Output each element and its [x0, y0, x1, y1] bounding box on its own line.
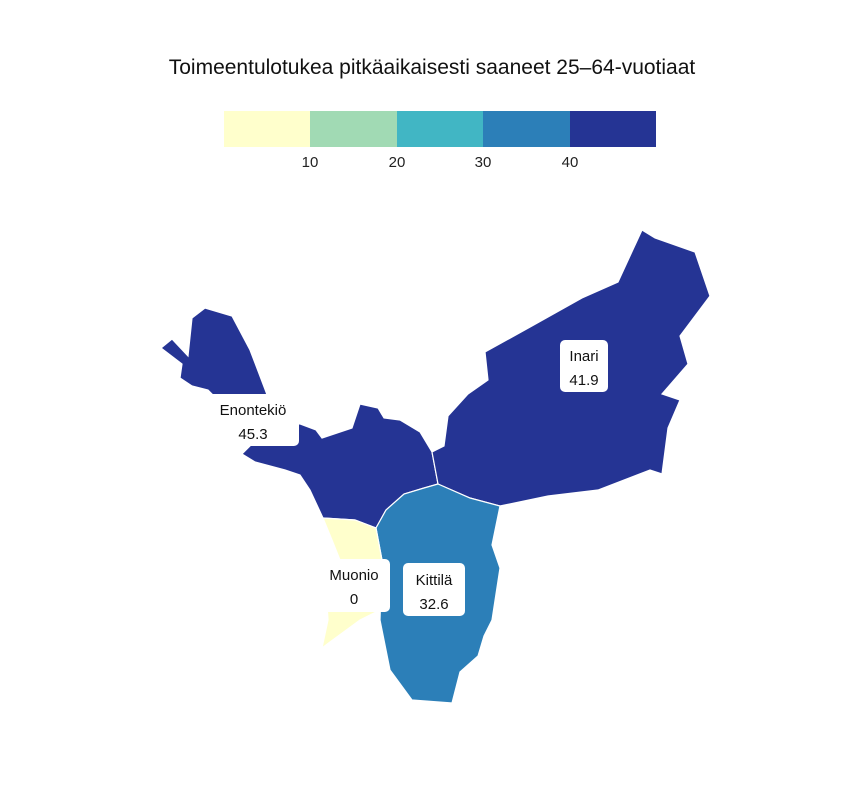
label-kittila-name: Kittilä [416, 572, 453, 589]
label-enontekio-value: 45.3 [238, 426, 267, 443]
label-muonio-name: Muonio [329, 567, 378, 584]
legend-swatch-1 [224, 111, 311, 147]
legend-swatch-4 [483, 111, 570, 147]
label-muonio-value: 0 [350, 591, 358, 608]
legend-tick-10: 10 [301, 154, 319, 171]
label-inari-value: 41.9 [569, 372, 598, 389]
legend-ticks: 10 20 30 40 [224, 154, 656, 174]
legend-tick-20: 20 [388, 154, 406, 171]
region-enontekio[interactable] [160, 307, 439, 529]
legend-tick-40: 40 [561, 154, 579, 171]
color-legend [224, 111, 657, 147]
label-kittila: Kittilä 32.6 [403, 563, 465, 616]
label-muonio: Muonio 0 [319, 559, 390, 612]
label-inari: Inari 41.9 [560, 340, 608, 392]
legend-tick-30: 30 [474, 154, 492, 171]
chart-title: Toimeentulotukea pitkäaikaisesti saaneet… [168, 56, 696, 79]
label-kittila-value: 32.6 [419, 596, 448, 613]
label-enontekio-name: Enontekiö [220, 402, 287, 419]
label-enontekio: Enontekiö 45.3 [207, 394, 299, 446]
legend-swatch-3 [396, 111, 484, 147]
legend-swatch-2 [310, 111, 397, 147]
legend-swatch-5 [569, 111, 657, 147]
label-inari-name: Inari [569, 348, 598, 365]
